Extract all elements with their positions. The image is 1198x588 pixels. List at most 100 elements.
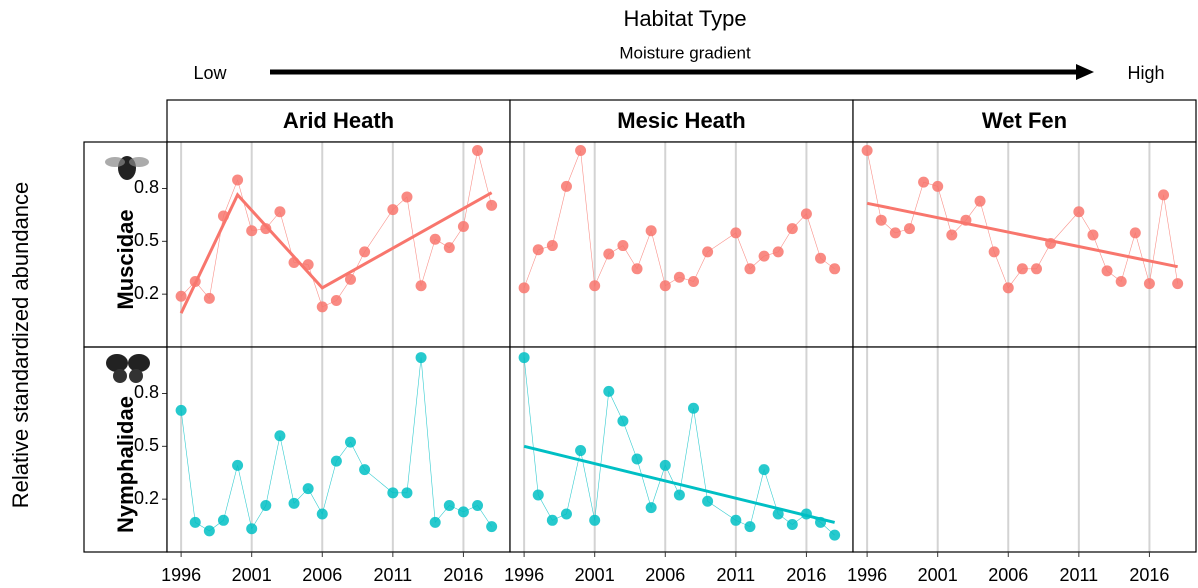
data-point bbox=[688, 403, 699, 414]
data-point bbox=[702, 496, 713, 507]
data-point bbox=[862, 145, 873, 156]
data-point bbox=[575, 145, 586, 156]
data-point bbox=[416, 352, 427, 363]
chart-title: Habitat Type bbox=[623, 6, 746, 31]
data-point bbox=[519, 352, 530, 363]
data-point bbox=[730, 515, 741, 526]
data-point bbox=[190, 517, 201, 528]
data-point bbox=[472, 500, 483, 511]
data-point bbox=[317, 301, 328, 312]
data-point bbox=[561, 181, 572, 192]
data-point bbox=[359, 246, 370, 257]
data-point bbox=[674, 272, 685, 283]
data-point bbox=[890, 227, 901, 238]
data-point bbox=[232, 460, 243, 471]
data-point bbox=[989, 246, 1000, 257]
data-point bbox=[458, 221, 469, 232]
panel bbox=[510, 142, 853, 347]
y-tick-label: 0.5 bbox=[134, 230, 159, 250]
data-point bbox=[359, 464, 370, 475]
x-tick-label: 1996 bbox=[847, 565, 887, 585]
column-label: Mesic Heath bbox=[617, 108, 745, 133]
data-point bbox=[646, 225, 657, 236]
data-point bbox=[1172, 278, 1183, 289]
gradient-low: Low bbox=[193, 63, 227, 83]
data-point bbox=[218, 515, 229, 526]
data-point bbox=[204, 293, 215, 304]
data-point bbox=[1073, 206, 1084, 217]
data-point bbox=[260, 500, 271, 511]
row-label: Nymphalidae bbox=[113, 396, 138, 533]
data-point bbox=[331, 295, 342, 306]
data-point bbox=[246, 523, 257, 534]
data-point bbox=[773, 246, 784, 257]
data-point bbox=[815, 253, 826, 264]
data-point bbox=[744, 263, 755, 274]
data-point bbox=[444, 242, 455, 253]
y-tick-label: 0.8 bbox=[134, 382, 159, 402]
x-tick-label: 2016 bbox=[443, 565, 483, 585]
x-tick-label: 2001 bbox=[918, 565, 958, 585]
data-point bbox=[416, 280, 427, 291]
data-point bbox=[401, 191, 412, 202]
gradient-high: High bbox=[1127, 63, 1164, 83]
data-point bbox=[204, 525, 215, 536]
data-point bbox=[458, 506, 469, 517]
data-point bbox=[430, 517, 441, 528]
data-point bbox=[345, 437, 356, 448]
data-point bbox=[331, 456, 342, 467]
data-point bbox=[946, 229, 957, 240]
y-tick-label: 0.8 bbox=[134, 177, 159, 197]
data-point bbox=[533, 244, 544, 255]
data-point bbox=[486, 200, 497, 211]
data-point bbox=[176, 291, 187, 302]
data-point bbox=[646, 502, 657, 513]
panel bbox=[510, 347, 853, 552]
data-point bbox=[876, 215, 887, 226]
x-tick-label: 2006 bbox=[302, 565, 342, 585]
y-tick-label: 0.5 bbox=[134, 435, 159, 455]
data-point bbox=[575, 445, 586, 456]
data-point bbox=[472, 145, 483, 156]
x-tick-label: 2001 bbox=[575, 565, 615, 585]
data-point bbox=[702, 246, 713, 257]
y-axis-title: Relative standardized abundance bbox=[8, 182, 33, 509]
data-point bbox=[918, 177, 929, 188]
y-tick-label: 0.2 bbox=[134, 283, 159, 303]
data-point bbox=[759, 251, 770, 262]
data-point bbox=[787, 519, 798, 530]
data-point bbox=[829, 530, 840, 541]
x-tick-label: 2001 bbox=[232, 565, 272, 585]
data-point bbox=[561, 508, 572, 519]
data-point bbox=[1017, 263, 1028, 274]
column-label: Arid Heath bbox=[283, 108, 394, 133]
data-point bbox=[759, 464, 770, 475]
data-point bbox=[547, 515, 558, 526]
data-point bbox=[730, 227, 741, 238]
data-point bbox=[589, 515, 600, 526]
data-point bbox=[486, 521, 497, 532]
chart: Habitat Type Moisture gradient Low High … bbox=[0, 0, 1198, 588]
data-point bbox=[1116, 276, 1127, 287]
x-tick-label: 2006 bbox=[988, 565, 1028, 585]
x-tick-label: 1996 bbox=[504, 565, 544, 585]
data-point bbox=[274, 430, 285, 441]
x-tick-label: 2006 bbox=[645, 565, 685, 585]
data-point bbox=[387, 204, 398, 215]
x-tick-label: 2011 bbox=[716, 565, 755, 585]
data-point bbox=[674, 489, 685, 500]
panel bbox=[853, 347, 1196, 552]
data-point bbox=[617, 415, 628, 426]
data-point bbox=[632, 454, 643, 465]
x-tick-label: 2011 bbox=[1059, 565, 1098, 585]
data-point bbox=[430, 234, 441, 245]
data-point bbox=[787, 223, 798, 234]
data-point bbox=[1130, 227, 1141, 238]
data-point bbox=[1158, 189, 1169, 200]
data-point bbox=[1003, 282, 1014, 293]
x-tick-label: 1996 bbox=[161, 565, 201, 585]
data-point bbox=[660, 280, 671, 291]
gradient-label: Moisture gradient bbox=[619, 43, 751, 62]
data-point bbox=[519, 282, 530, 293]
data-point bbox=[444, 500, 455, 511]
